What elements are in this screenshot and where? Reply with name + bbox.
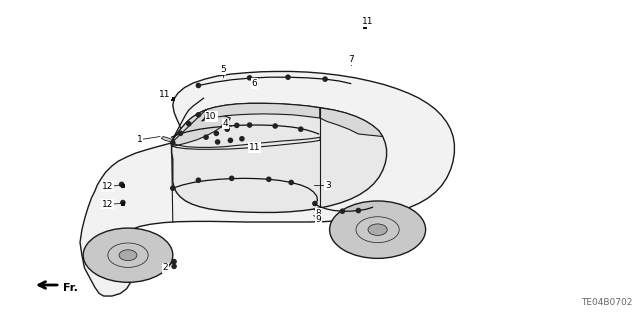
- Circle shape: [312, 201, 317, 206]
- Bar: [253, 145, 257, 149]
- Text: 9: 9: [316, 215, 321, 224]
- Circle shape: [298, 126, 303, 132]
- Text: 8: 8: [316, 209, 321, 218]
- Circle shape: [221, 123, 227, 129]
- Circle shape: [196, 83, 201, 88]
- Text: 12: 12: [102, 182, 113, 191]
- Circle shape: [196, 177, 201, 183]
- Circle shape: [204, 134, 209, 140]
- Circle shape: [120, 200, 125, 205]
- Ellipse shape: [368, 224, 387, 235]
- Circle shape: [234, 122, 239, 128]
- Text: Fr.: Fr.: [63, 283, 78, 293]
- Circle shape: [229, 175, 234, 181]
- Text: 7: 7: [348, 56, 353, 64]
- Circle shape: [239, 136, 244, 142]
- Circle shape: [247, 122, 252, 128]
- Bar: [121, 184, 125, 188]
- Ellipse shape: [330, 201, 426, 258]
- Text: 11: 11: [249, 143, 260, 152]
- Circle shape: [323, 76, 328, 82]
- Circle shape: [186, 121, 191, 127]
- Polygon shape: [80, 71, 454, 296]
- Text: 4: 4: [223, 119, 228, 128]
- Polygon shape: [161, 137, 175, 142]
- Circle shape: [247, 75, 252, 81]
- Circle shape: [178, 130, 183, 136]
- Text: 11: 11: [159, 90, 171, 99]
- Polygon shape: [202, 103, 320, 121]
- Text: TE04B0702: TE04B0702: [580, 298, 632, 307]
- Text: 5: 5: [220, 65, 225, 74]
- Circle shape: [285, 74, 291, 80]
- Bar: [121, 202, 125, 205]
- Circle shape: [170, 140, 175, 146]
- Text: 2: 2: [163, 263, 168, 272]
- Ellipse shape: [83, 228, 173, 282]
- Text: 6: 6: [252, 79, 257, 88]
- Text: 1: 1: [137, 135, 142, 144]
- Circle shape: [215, 139, 220, 145]
- Polygon shape: [320, 108, 383, 137]
- Circle shape: [170, 185, 175, 191]
- Circle shape: [356, 208, 361, 213]
- Circle shape: [119, 182, 124, 187]
- Circle shape: [172, 263, 177, 269]
- Circle shape: [172, 259, 177, 264]
- Polygon shape: [172, 110, 230, 147]
- Circle shape: [273, 123, 278, 129]
- Bar: [363, 25, 367, 29]
- Bar: [171, 97, 175, 101]
- Polygon shape: [172, 103, 387, 212]
- Circle shape: [266, 176, 271, 182]
- Text: 12: 12: [102, 200, 113, 209]
- Circle shape: [289, 180, 294, 185]
- Circle shape: [228, 137, 233, 143]
- Text: 3: 3: [325, 181, 330, 189]
- Text: 11: 11: [362, 17, 374, 26]
- Circle shape: [340, 208, 345, 214]
- Circle shape: [196, 112, 201, 118]
- Circle shape: [214, 130, 219, 136]
- Ellipse shape: [119, 250, 137, 261]
- Text: 10: 10: [205, 112, 217, 121]
- Circle shape: [225, 126, 230, 132]
